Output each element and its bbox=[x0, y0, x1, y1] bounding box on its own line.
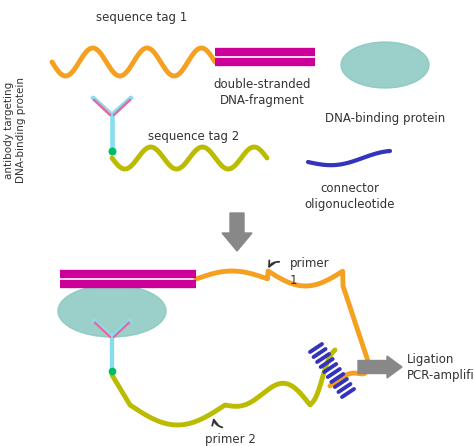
Text: DNA-binding protein: DNA-binding protein bbox=[325, 112, 445, 125]
Ellipse shape bbox=[58, 285, 166, 337]
Text: sequence tag 2: sequence tag 2 bbox=[148, 130, 240, 143]
Text: Ligation
PCR-amplification: Ligation PCR-amplification bbox=[407, 352, 474, 381]
Text: connector
oligonucleotide: connector oligonucleotide bbox=[305, 182, 395, 211]
FancyArrow shape bbox=[358, 356, 402, 378]
Text: primer 2: primer 2 bbox=[205, 433, 255, 446]
Text: primer
1: primer 1 bbox=[290, 257, 329, 286]
Ellipse shape bbox=[341, 42, 429, 88]
Text: antibody targeting
DNA-binding protein: antibody targeting DNA-binding protein bbox=[4, 77, 26, 183]
FancyArrow shape bbox=[222, 213, 252, 251]
Text: double-stranded
DNA-fragment: double-stranded DNA-fragment bbox=[213, 78, 311, 107]
Text: sequence tag 1: sequence tag 1 bbox=[96, 11, 188, 24]
